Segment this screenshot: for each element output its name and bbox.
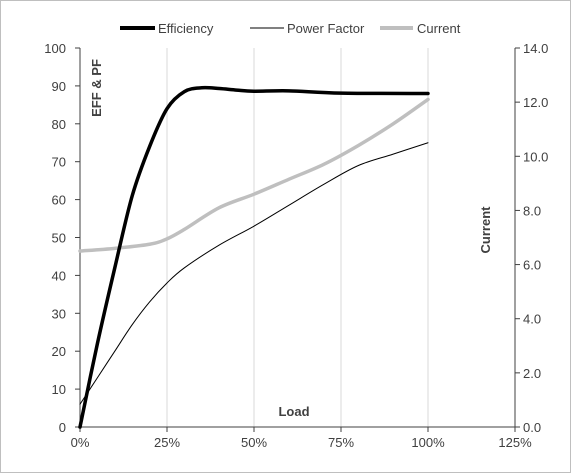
series-current-line xyxy=(78,97,430,253)
x-tick-label: 25% xyxy=(154,435,180,450)
series-efficiency-line xyxy=(78,85,430,429)
y-left-tick-label: 20 xyxy=(52,344,66,359)
y-right-tick-label: 2.0 xyxy=(523,366,541,381)
x-tick-label: 100% xyxy=(411,435,445,450)
y-left-tick-label: 100 xyxy=(44,41,66,56)
series-layer xyxy=(78,85,430,429)
y-left-tick-label: 40 xyxy=(52,268,66,283)
axes xyxy=(75,47,520,432)
x-tick-label: 50% xyxy=(241,435,267,450)
legend-current-label: Current xyxy=(417,21,461,36)
y-right-tick-label: 12.0 xyxy=(523,95,548,110)
x-tick-label: 125% xyxy=(498,435,532,450)
y-right-tick-label: 4.0 xyxy=(523,312,541,327)
x-tick-label: 0% xyxy=(71,435,90,450)
legend: Efficiency Power Factor Current xyxy=(120,21,461,36)
y-right-axis-title: Current xyxy=(478,206,493,254)
y-left-tick-label: 60 xyxy=(52,193,66,208)
y-right-tick-label: 8.0 xyxy=(523,203,541,218)
y-right-tick-label: 6.0 xyxy=(523,258,541,273)
x-tick-label: 75% xyxy=(328,435,354,450)
y-right-tick-label: 10.0 xyxy=(523,149,548,164)
y-left-tick-label: 80 xyxy=(52,117,66,132)
legend-efficiency-label: Efficiency xyxy=(158,21,214,36)
y-right-tick-labels: 0.0 2.0 4.0 6.0 8.0 10.0 12.0 14.0 xyxy=(523,41,548,435)
y-left-tick-label: 0 xyxy=(59,420,66,435)
y-right-tick-label: 0.0 xyxy=(523,420,541,435)
y-left-axis-title: EFF & PF xyxy=(89,59,104,117)
y-left-tick-labels: 0 10 20 30 40 50 60 70 80 90 100 xyxy=(44,41,66,435)
y-left-tick-label: 70 xyxy=(52,155,66,170)
y-left-tick-label: 10 xyxy=(52,382,66,397)
y-right-tick-label: 14.0 xyxy=(523,41,548,56)
y-left-tick-label: 50 xyxy=(52,231,66,246)
y-left-tick-label: 90 xyxy=(52,79,66,94)
grid-lines xyxy=(166,48,516,427)
series-power-factor-line xyxy=(79,142,429,405)
legend-power-factor-label: Power Factor xyxy=(287,21,365,36)
y-left-tick-label: 30 xyxy=(52,306,66,321)
x-tick-labels: 0% 25% 50% 75% 100% 125% xyxy=(71,435,532,450)
x-axis-title: Load xyxy=(278,404,309,419)
